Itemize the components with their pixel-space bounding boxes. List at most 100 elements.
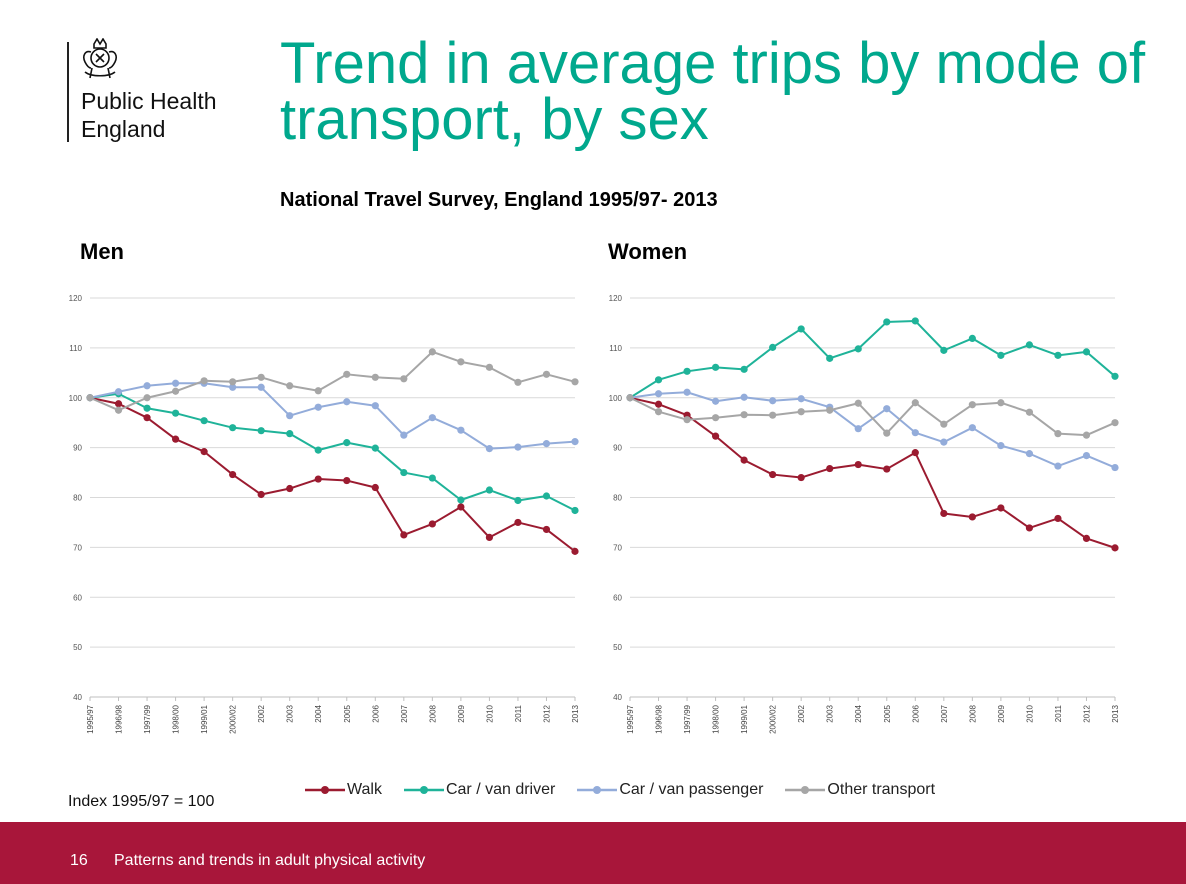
legend-item-other-transport: Other transport (785, 781, 935, 799)
series-line-other-transport (629, 396, 1116, 437)
data-point-walk (457, 503, 465, 511)
data-point-walk (1111, 544, 1119, 552)
x-tick-label: 2002 (257, 704, 266, 722)
series-line-walk (629, 396, 1116, 549)
x-tick-label: 1998/00 (172, 704, 181, 733)
data-point-walk (428, 520, 436, 528)
data-point-car-van-passenger (654, 390, 663, 398)
data-point-other-transport (257, 373, 265, 381)
y-tick-label: 70 (73, 543, 82, 552)
x-tick-label: 2012 (542, 704, 551, 722)
x-tick-label: 2011 (514, 704, 523, 722)
index-note: Index 1995/97 = 100 (68, 793, 215, 810)
legend-item-car-driver: Car / van driver (403, 781, 555, 799)
data-point-car-van-passenger (286, 412, 294, 420)
data-point-other-transport (314, 387, 322, 395)
data-point-car-van-driver (968, 334, 976, 342)
footer-text: Patterns and trends in adult physical ac… (114, 852, 426, 869)
data-point-car-van-passenger (940, 438, 948, 446)
data-point-car-van-passenger (1082, 452, 1091, 460)
y-tick-label: 120 (69, 294, 83, 303)
data-point-car-van-passenger (457, 426, 465, 434)
data-point-car-van-passenger (1111, 463, 1119, 472)
data-point-walk (114, 400, 123, 408)
men-panel-label: Men (80, 239, 124, 264)
logo-text-line1: Public Health (81, 88, 217, 114)
x-tick-label: 1998/00 (712, 704, 721, 733)
data-point-other-transport (883, 429, 891, 437)
y-tick-label: 40 (613, 693, 622, 702)
x-tick-label: 2009 (457, 704, 466, 722)
data-point-car-van-passenger (485, 445, 494, 453)
data-point-walk (200, 448, 208, 456)
x-tick-label: 2012 (1082, 704, 1091, 722)
data-point-other-transport (711, 414, 720, 422)
data-point-car-van-passenger (171, 379, 180, 387)
data-point-walk (911, 449, 919, 457)
data-point-walk (371, 483, 379, 492)
data-point-walk (542, 525, 551, 534)
series-line-car-van-passenger (629, 391, 1116, 469)
data-point-car-van-driver (1111, 372, 1119, 380)
y-tick-label: 60 (613, 593, 622, 602)
data-point-car-van-driver (854, 345, 862, 353)
data-point-walk (257, 490, 265, 499)
data-point-car-van-passenger (114, 388, 123, 396)
data-point-car-van-driver (514, 496, 522, 505)
data-point-car-van-passenger (514, 443, 522, 451)
x-tick-label: 2002 (797, 704, 806, 722)
x-tick-label: 2003 (826, 704, 835, 722)
data-point-car-van-driver (1054, 351, 1062, 359)
data-point-car-van-driver (711, 363, 720, 371)
data-point-car-van-driver (883, 318, 891, 326)
data-point-walk (343, 476, 351, 485)
data-point-other-transport (1054, 430, 1062, 438)
y-tick-label: 80 (613, 494, 622, 503)
data-point-car-van-driver (257, 427, 265, 435)
data-point-walk (1054, 514, 1062, 523)
legend-item-walk: Walk (305, 781, 382, 799)
data-point-other-transport (1082, 431, 1091, 439)
legend-label-walk: Walk (347, 781, 382, 798)
data-point-other-transport (400, 375, 408, 383)
phe-logo: Public Health England (67, 38, 247, 148)
data-point-car-van-driver (683, 367, 691, 375)
logo-text-line2: England (81, 116, 166, 142)
data-point-other-transport (143, 394, 151, 402)
walk-series-marker-icon (305, 786, 345, 794)
series-line-car-van-driver (89, 392, 576, 512)
x-tick-label: 2010 (1025, 704, 1034, 722)
y-tick-label: 70 (613, 543, 622, 552)
footer-bar: 16 Patterns and trends in adult physical… (0, 822, 1186, 884)
data-point-other-transport (286, 382, 294, 390)
data-point-walk (940, 509, 948, 518)
y-tick-label: 100 (609, 394, 623, 403)
data-point-other-transport (797, 408, 805, 416)
data-point-car-van-driver (171, 409, 180, 417)
data-point-walk (769, 470, 777, 479)
data-point-other-transport (428, 348, 436, 356)
data-point-walk (400, 531, 408, 539)
data-point-car-van-passenger (314, 403, 322, 411)
women-panel-label: Women (608, 239, 688, 264)
data-point-car-van-driver (400, 468, 408, 477)
data-point-car-van-driver (371, 444, 379, 452)
data-point-car-van-passenger (229, 383, 237, 391)
x-tick-label: 2006 (911, 704, 920, 722)
data-point-walk (171, 435, 180, 443)
data-point-car-van-passenger (371, 402, 379, 410)
royal-crest-icon (83, 38, 117, 79)
data-point-other-transport (968, 401, 976, 409)
y-tick-label: 110 (69, 344, 82, 353)
data-point-walk (485, 533, 494, 541)
data-point-car-van-passenger (1054, 462, 1062, 470)
slide-title: Trend in average trips by mode of transp… (280, 31, 1146, 152)
data-point-other-transport (542, 370, 551, 378)
x-tick-label: 2008 (968, 704, 977, 722)
data-point-car-van-driver (769, 343, 777, 351)
data-point-other-transport (997, 399, 1005, 407)
data-point-car-van-driver (229, 424, 237, 432)
x-tick-label: 2007 (940, 704, 949, 722)
x-tick-label: 1999/01 (200, 704, 209, 733)
data-point-car-van-driver (542, 492, 551, 500)
